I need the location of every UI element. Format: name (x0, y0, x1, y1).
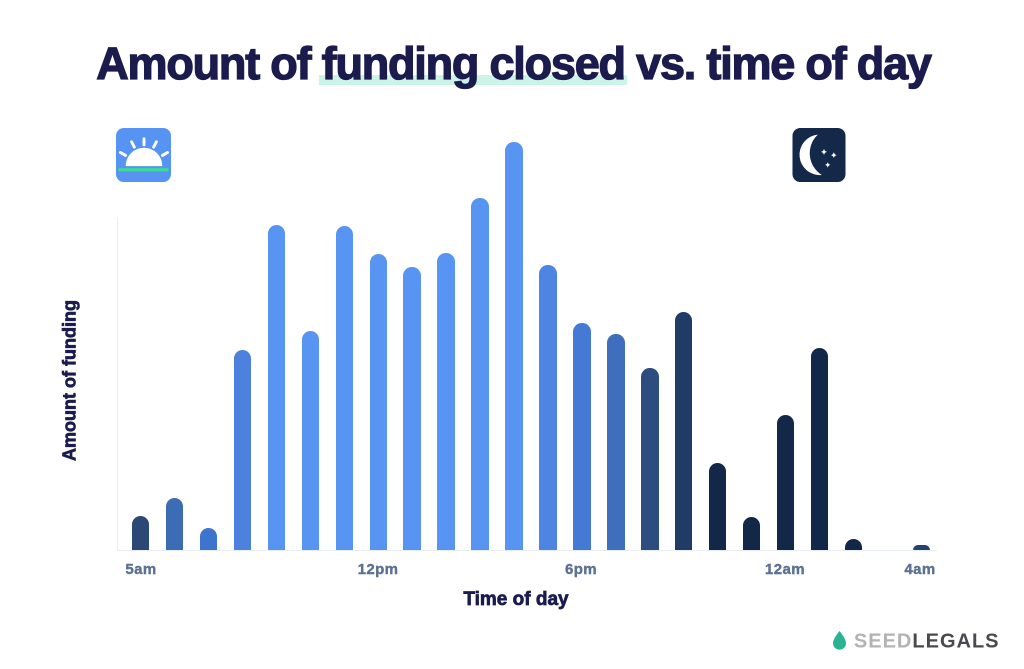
svg-text:SEED: SEED (854, 631, 912, 653)
svg-text:LEGALS: LEGALS (912, 631, 999, 653)
